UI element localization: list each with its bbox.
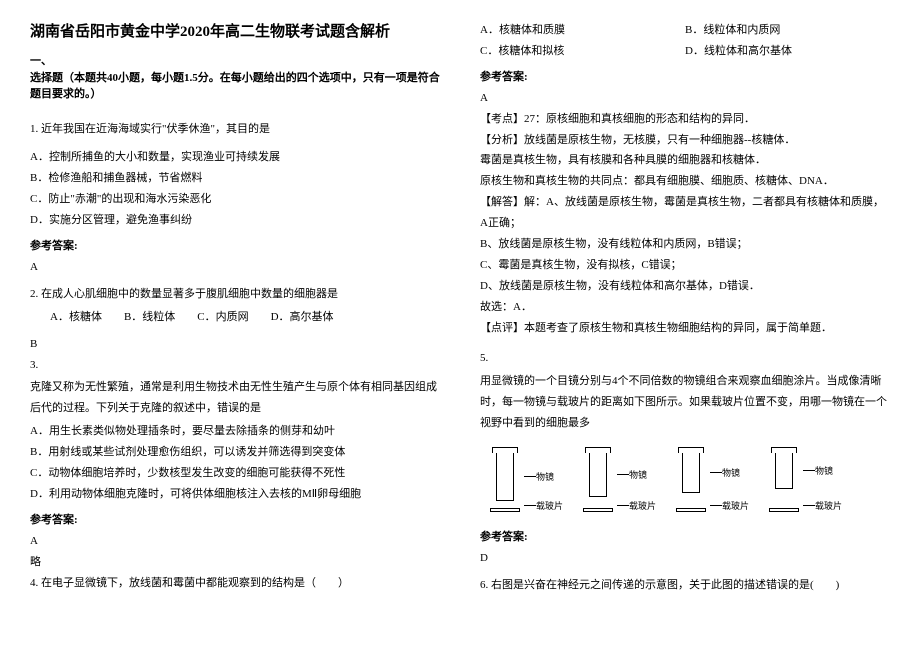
microscope-3: 物镜载玻片 <box>676 446 749 512</box>
q4-l1: 霉菌是真核生物，具有核膜和各种具膜的细胞器和核糖体． <box>480 150 890 171</box>
microscope-2: 物镜载玻片 <box>583 446 656 512</box>
q3-stem: 克隆又称为无性繁殖，通常是利用生物技术由无性生殖产生与原个体有相同基因组成后代的… <box>30 377 440 419</box>
q6-stem: 6. 右图是兴奋在神经元之间传递的示意图，关于此图的描述错误的是( ) <box>480 575 890 596</box>
q4-jb: B、放线菌是原核生物，没有线粒体和内质网，B错误； <box>480 234 890 255</box>
right-column: A．核糖体和质膜 B．线粒体和内质网 C．核糖体和拟核 D．线粒体和高尔基体 参… <box>480 20 890 631</box>
section-head: 一、 <box>30 53 440 70</box>
q2-opts: A．核糖体 B．线粒体 C．内质网 D．高尔基体 <box>30 307 440 328</box>
q4-opt-b: B．线粒体和内质网 <box>685 20 890 41</box>
q4-fx: 【分析】放线菌是原核生物，无核膜，只有一种细胞器--核糖体． <box>480 130 890 151</box>
q4-l2: 原核生物和真核生物的共同点：都具有细胞膜、细胞质、核糖体、DNA． <box>480 171 890 192</box>
q5-num: 5. <box>480 348 890 369</box>
q2-stem: 2. 在成人心肌细胞中的数量显著多于腹肌细胞中数量的细胞器是 <box>30 284 440 305</box>
q4-ans-label: 参考答案: <box>480 68 890 84</box>
q4-jd: 【解答】解：A、放线菌是原核生物，霉菌是真核生物，二者都具有核糖体和质膜，A正确… <box>480 192 890 234</box>
q4-jc: C、霉菌是真核生物，没有拟核，C错误； <box>480 255 890 276</box>
q5-ans-label: 参考答案: <box>480 528 890 544</box>
q3-opt-c: C．动物体细胞培养时，少数核型发生改变的细胞可能获得不死性 <box>30 463 440 484</box>
q3-note: 略 <box>30 552 440 573</box>
left-column: 湖南省岳阳市黄金中学2020年高二生物联考试题含解析 一、 选择题（本题共40小… <box>30 20 440 631</box>
q4-opts-ab: A．核糖体和质膜 B．线粒体和内质网 <box>480 20 890 41</box>
q4-opts-cd: C．核糖体和拟核 D．线粒体和高尔基体 <box>480 41 890 62</box>
q5-ans: D <box>480 548 890 569</box>
q4-stem: 4. 在电子显微镜下，放线菌和霉菌中都能观察到的结构是（ ） <box>30 573 440 594</box>
q5-stem: 用显微镜的一个目镜分别与4个不同倍数的物镜组合来观察血细胞涂片。当成像清晰时，每… <box>480 371 890 434</box>
section-num: 一、 <box>30 55 52 67</box>
q4-ans: A <box>480 88 890 109</box>
q1-opt-a: A．控制所捕鱼的大小和数量，实现渔业可持续发展 <box>30 147 440 168</box>
q3-opt-b: B．用射线或某些试剂处理愈伤组织，可以诱发并筛选得到突变体 <box>30 442 440 463</box>
q4-opt-d: D．线粒体和高尔基体 <box>685 41 890 62</box>
section-desc: 选择题（本题共40小题，每小题1.5分。在每小题给出的四个选项中，只有一项是符合… <box>30 70 440 103</box>
q1-stem: 1. 近年我国在近海海域实行"伏季休渔"，其目的是 <box>30 119 440 140</box>
q4-kp: 【考点】27：原核细胞和真核细胞的形态和结构的异同． <box>480 109 890 130</box>
q4-opt-c: C．核糖体和拟核 <box>480 41 685 62</box>
doc-title: 湖南省岳阳市黄金中学2020年高二生物联考试题含解析 <box>30 20 440 41</box>
q3-num: 3. <box>30 355 440 376</box>
microscope-1: 物镜载玻片 <box>490 446 563 512</box>
q1-opt-c: C．防止"赤潮"的出现和海水污染恶化 <box>30 189 440 210</box>
q5-diagram: 物镜载玻片物镜载玻片物镜载玻片物镜载玻片 <box>480 446 890 512</box>
q4-jdd: D、放线菌是原核生物，没有线粒体和高尔基体，D错误． <box>480 276 890 297</box>
q3-ans-label: 参考答案: <box>30 511 440 527</box>
q4-opt-a: A．核糖体和质膜 <box>480 20 685 41</box>
q1-ans-label: 参考答案: <box>30 237 440 253</box>
q3-opt-d: D．利用动物体细胞克隆时，可将供体细胞核注入去核的MⅡ卵母细胞 <box>30 484 440 505</box>
q1-ans: A <box>30 257 440 278</box>
q4-dp: 【点评】本题考查了原核生物和真核生物细胞结构的异同，属于简单题． <box>480 318 890 339</box>
q3-ans: A <box>30 531 440 552</box>
q3-opt-a: A．用生长素类似物处理插条时，要尽量去除插条的侧芽和幼叶 <box>30 421 440 442</box>
microscope-4: 物镜载玻片 <box>769 446 842 512</box>
q1-opt-d: D．实施分区管理，避免渔事纠纷 <box>30 210 440 231</box>
q2-ans: B <box>30 334 440 355</box>
q4-sel: 故选：A． <box>480 297 890 318</box>
q1-opt-b: B．检修渔船和捕鱼器械，节省燃料 <box>30 168 440 189</box>
